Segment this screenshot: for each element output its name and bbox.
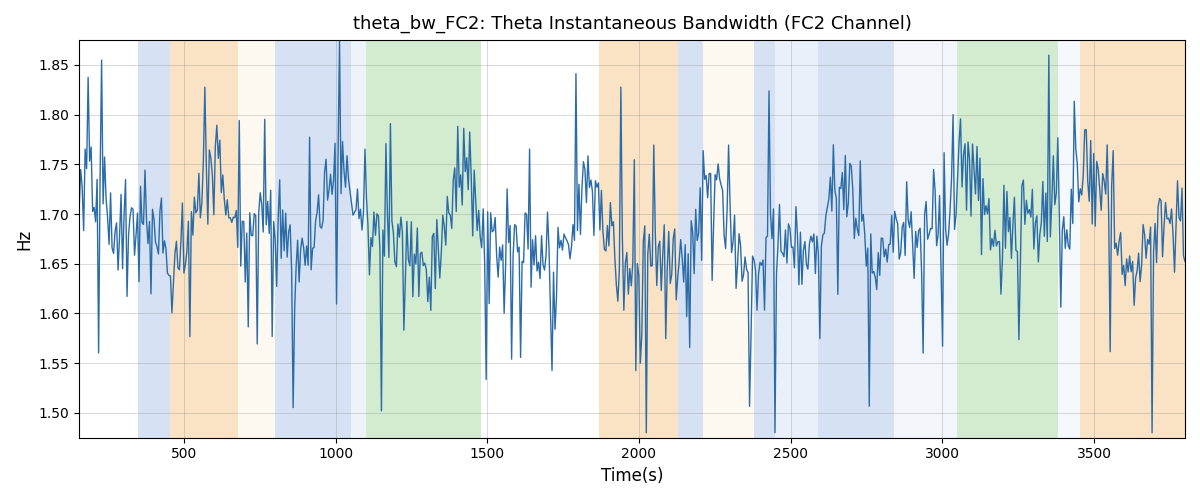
Bar bbox=[894, 40, 958, 438]
Bar bbox=[775, 40, 818, 438]
Bar bbox=[138, 40, 170, 438]
Bar bbox=[818, 40, 894, 438]
Bar bbox=[275, 40, 350, 438]
Bar bbox=[600, 40, 678, 438]
Bar bbox=[350, 40, 366, 438]
Bar bbox=[1057, 40, 1080, 438]
Bar bbox=[366, 40, 481, 438]
Title: theta_bw_FC2: Theta Instantaneous Bandwidth (FC2 Channel): theta_bw_FC2: Theta Instantaneous Bandwi… bbox=[353, 15, 912, 34]
Bar bbox=[703, 40, 754, 438]
Y-axis label: Hz: Hz bbox=[14, 228, 32, 250]
X-axis label: Time(s): Time(s) bbox=[601, 467, 664, 485]
Bar bbox=[958, 40, 1057, 438]
Bar bbox=[239, 40, 275, 438]
Bar bbox=[170, 40, 239, 438]
Bar bbox=[754, 40, 775, 438]
Bar bbox=[678, 40, 703, 438]
Bar bbox=[1080, 40, 1186, 438]
